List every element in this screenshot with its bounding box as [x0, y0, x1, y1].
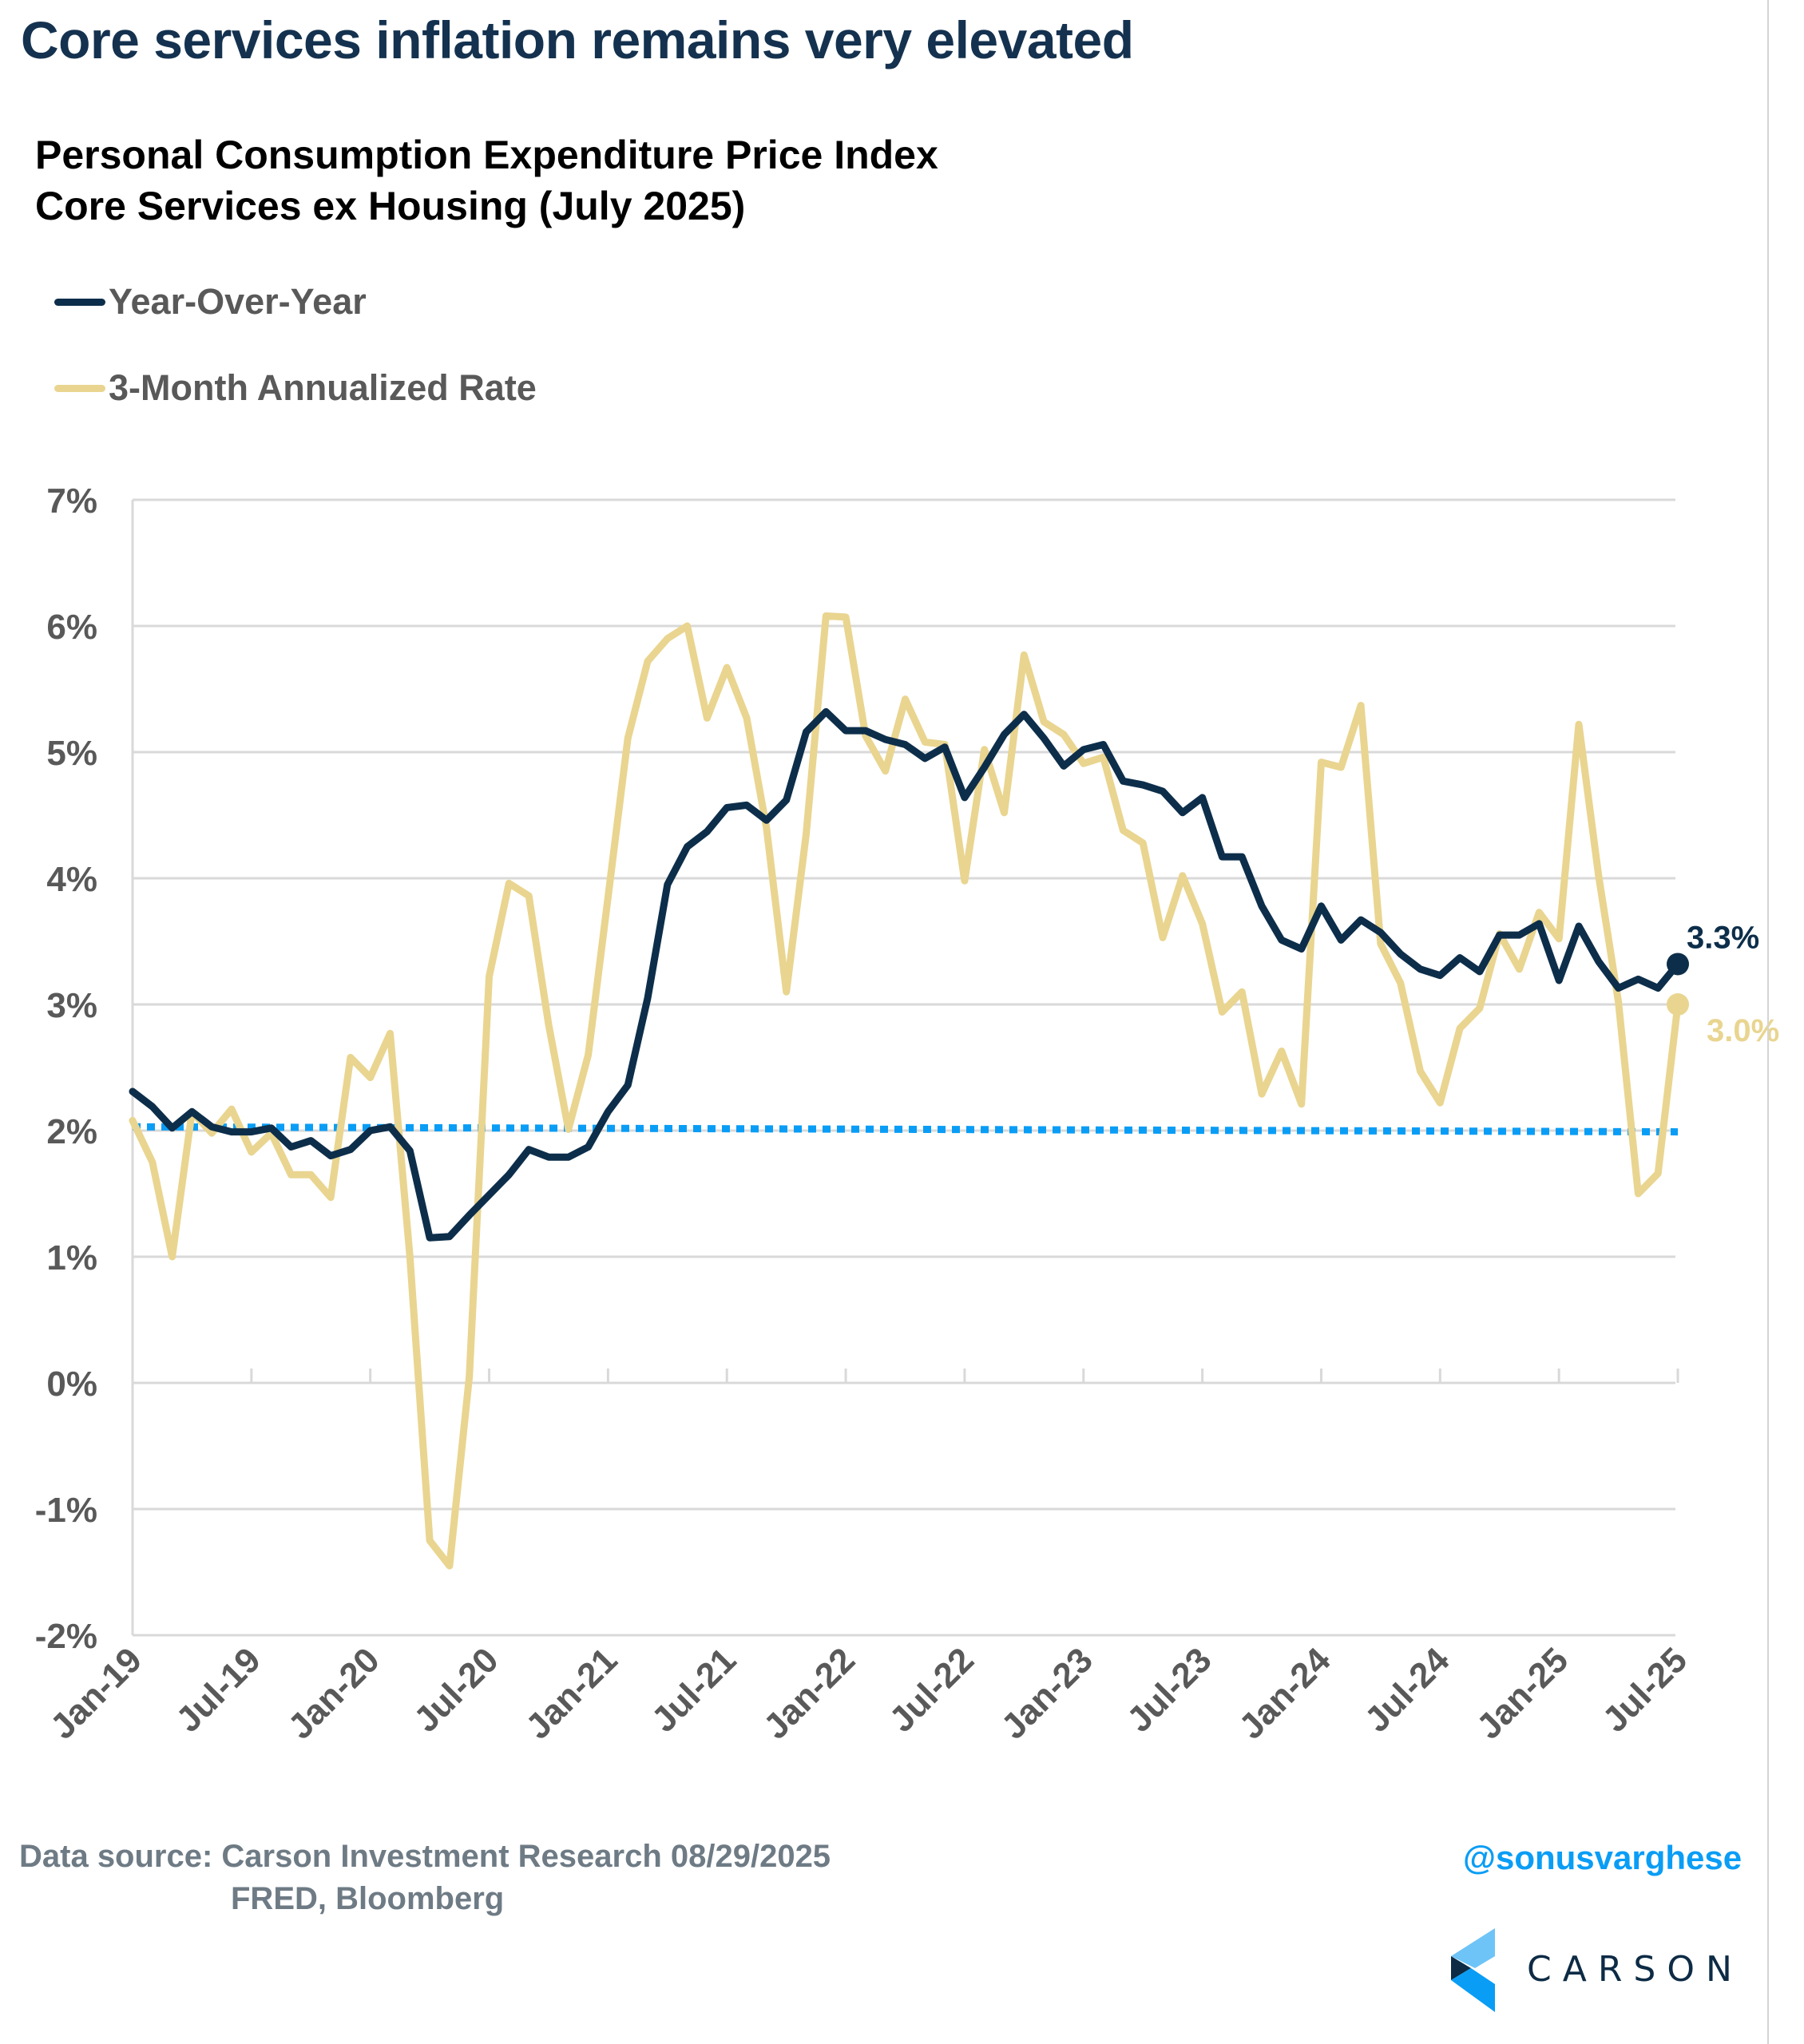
line-chart: -2%-1%0%1%2%3%4%5%6%7% Jan-19 Jul-19 Jan-2… [35, 481, 1779, 1747]
x-axis: Jan-19 Jul-19 Jan-20 Jul-20 Jan-21 Jul-21 Jan-… [43, 1369, 1695, 1747]
x-tick-label: Jul-24 [1358, 1640, 1457, 1740]
gridlines [131, 498, 1675, 1637]
end-label-3m: 3.0% [1707, 1013, 1779, 1048]
x-tick-label: Jul-22 [882, 1640, 981, 1740]
end-marker-3m [1667, 993, 1689, 1016]
x-tick-label: Jan-25 [1469, 1640, 1576, 1746]
legend-label-3m: 3-Month Annualized Rate [109, 367, 537, 408]
chart-subtitle-line1: Personal Consumption Expenditure Price I… [35, 133, 938, 177]
y-tick-label: -2% [35, 1617, 97, 1656]
y-tick-label: 1% [46, 1238, 97, 1278]
y-tick-label: 3% [46, 986, 97, 1025]
x-tick-label: Jan-19 [43, 1640, 149, 1746]
legend-item-yoy: Year-Over-Year [54, 278, 367, 326]
y-tick-label: 0% [46, 1365, 97, 1404]
legend-swatch-3m [54, 384, 105, 392]
carson-logo-icon [1451, 1928, 1495, 2012]
x-tick-label: Jan-23 [994, 1640, 1100, 1746]
y-tick-label: 4% [46, 860, 97, 899]
end-labels: 3.3% 3.0% [1687, 920, 1779, 1048]
carson-logo-text: CARSON [1527, 1949, 1743, 1990]
carson-logo: CARSON [1447, 1928, 1743, 2012]
end-marker-yoy [1667, 953, 1689, 976]
x-tick-label: Jul-21 [644, 1640, 744, 1740]
y-tick-label: 2% [46, 1112, 97, 1151]
y-tick-label: 5% [46, 734, 97, 773]
legend-label-yoy: Year-Over-Year [109, 281, 367, 322]
y-tick-label: -1% [35, 1491, 97, 1530]
y-axis: -2% -1% 0% 1% 2% 3% 4% 5% 6% 7% [35, 481, 97, 1656]
y-tick-label: 6% [46, 608, 97, 647]
x-tick-label: Jul-23 [1120, 1640, 1219, 1740]
data-source-text: Data source: Carson Investment Research … [19, 1839, 831, 1874]
legend-swatch-yoy [54, 298, 105, 306]
twitter-handle-link[interactable]: @sonusvarghese [1463, 1839, 1743, 1876]
x-tick-label: Jul-25 [1595, 1640, 1695, 1740]
x-tick-label: Jul-19 [169, 1640, 268, 1740]
page-title: Core services inflation remains very ele… [21, 10, 1134, 69]
x-tick-label: Jan-20 [281, 1640, 387, 1746]
end-label-yoy: 3.3% [1687, 920, 1759, 955]
x-tick-label: Jul-20 [406, 1640, 506, 1740]
x-tick-label: Jan-22 [756, 1640, 862, 1746]
chart-subtitle-line2: Core Services ex Housing (July 2025) [35, 184, 746, 228]
series-line-3m [129, 612, 1682, 1570]
legend-item-3m: 3-Month Annualized Rate [54, 364, 537, 412]
x-tick-label: Jan-24 [1231, 1640, 1338, 1747]
data-source-text-line2: FRED, Bloomberg [231, 1881, 505, 1916]
series-group [129, 612, 1689, 1570]
series-line-yoy [129, 707, 1682, 1242]
x-tick-label: Jan-21 [518, 1640, 624, 1746]
y-tick-label: 7% [46, 481, 97, 521]
frame-divider [1767, 0, 1769, 2044]
